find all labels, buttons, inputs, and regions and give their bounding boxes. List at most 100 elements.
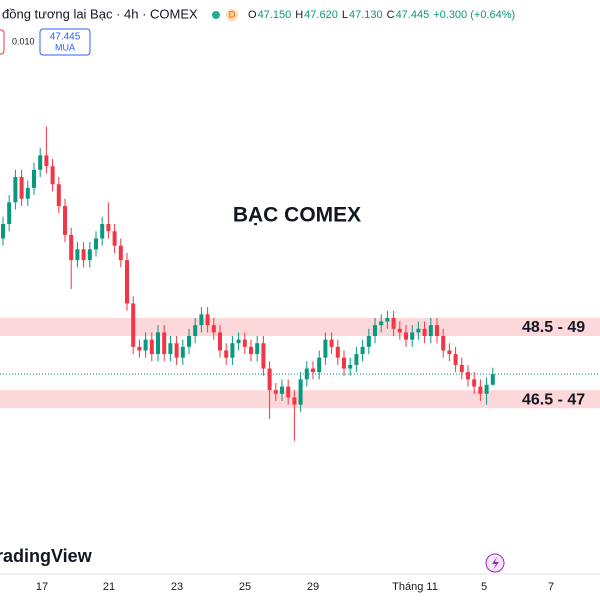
candle-body	[180, 346, 185, 358]
candle-body	[311, 368, 315, 373]
ohlc-key: C	[387, 9, 395, 21]
candle-body	[292, 397, 297, 405]
candle-body	[13, 177, 18, 203]
x-tick-label: 29	[307, 581, 319, 593]
candle-body	[87, 249, 92, 261]
candle-body	[81, 249, 86, 261]
candle-body	[261, 343, 266, 369]
candle-body	[441, 336, 446, 351]
buy-button[interactable]	[39, 28, 91, 56]
candle-body	[428, 325, 433, 336]
candle-body	[7, 202, 12, 224]
candle-body	[397, 328, 402, 333]
candle-body	[224, 350, 229, 358]
buy-price: 47.445	[50, 32, 81, 43]
candle-body	[410, 332, 415, 340]
x-tick-label: 23	[171, 581, 183, 593]
candle-body	[348, 364, 353, 369]
candle-body	[484, 384, 489, 394]
candle-body	[342, 357, 346, 369]
candle-body	[137, 346, 142, 351]
zone-label: 48.5 - 49	[522, 319, 585, 336]
candle-body	[255, 343, 260, 355]
candle-body	[435, 325, 439, 336]
candle-body	[69, 234, 74, 261]
candle-body	[125, 260, 129, 304]
candle-body	[75, 249, 80, 261]
candle-body	[360, 346, 365, 355]
candle-body	[118, 245, 123, 261]
candle-body	[100, 224, 105, 239]
candle-body	[385, 317, 390, 322]
candle-body	[366, 336, 371, 347]
candle-body	[466, 372, 470, 380]
candle-body	[286, 386, 291, 398]
change: +0.300 (+0.64%)	[433, 9, 515, 21]
candle-body	[230, 343, 235, 358]
x-tick-label: 17	[36, 581, 48, 593]
sell-button[interactable]	[0, 29, 5, 55]
candle-body	[459, 364, 464, 373]
logo: TradingView	[0, 546, 93, 566]
time-axis: 17 21 23 25 29 Tháng 11 5 7	[36, 581, 554, 593]
candle-body	[199, 314, 204, 326]
candle-body	[38, 155, 43, 170]
spread: 0.010	[12, 36, 35, 46]
candle-body	[329, 339, 334, 347]
candle-body	[218, 332, 222, 351]
candle-body	[19, 177, 24, 199]
candle-body	[422, 328, 427, 336]
candle-body	[193, 325, 198, 336]
candle-body	[211, 325, 216, 333]
candle-body	[249, 346, 253, 355]
candle-body	[317, 357, 322, 373]
ohlc-key: O	[248, 9, 257, 21]
candle-body	[162, 332, 167, 355]
candle-body	[490, 374, 495, 385]
candle-body	[335, 346, 340, 358]
ohlc-value: 47.150	[258, 9, 292, 21]
ohlc-key: L	[342, 9, 348, 21]
candle-body	[50, 166, 55, 185]
candle-body	[236, 339, 241, 344]
candle-body	[273, 390, 278, 394]
candle-body	[25, 187, 30, 199]
symbol-title: đồng tương lai Bạc · 4h · COMEX	[2, 6, 198, 21]
candle-body	[404, 332, 408, 340]
x-tick-label: 25	[239, 581, 251, 593]
candle-body	[63, 205, 67, 235]
candle-body	[149, 339, 154, 355]
candle-body	[478, 386, 483, 394]
candle-body	[304, 368, 309, 380]
candle-body	[447, 350, 452, 355]
candle-body	[267, 368, 272, 391]
candle-body	[44, 155, 49, 167]
zone-label: 46.5 - 47	[522, 391, 585, 408]
plot-area: 48.5 - 49 46.5 - 47	[0, 126, 600, 441]
x-tick-label: 5	[481, 581, 487, 593]
candle-body	[156, 332, 160, 355]
ohlc-value: 47.445	[396, 9, 430, 21]
market-status	[212, 11, 220, 19]
candle-body	[453, 354, 458, 365]
x-tick-label: Tháng 11	[392, 581, 438, 593]
candle-body	[416, 328, 421, 333]
candle-body	[379, 321, 384, 326]
candle-body	[174, 343, 179, 358]
candle-body	[323, 339, 328, 358]
candle-body	[94, 238, 98, 250]
candle-body	[32, 169, 36, 188]
candle-body	[56, 184, 61, 206]
candle-body	[143, 339, 148, 351]
ohlc-value: 47.130	[349, 9, 383, 21]
lightning-icon	[492, 557, 499, 570]
candle-body	[373, 325, 377, 336]
candle-body	[131, 303, 136, 347]
ohlc-value: 47.620	[304, 9, 338, 21]
candle-body	[354, 354, 359, 365]
candle-body	[1, 224, 5, 239]
candle-body	[242, 339, 247, 347]
ohlc-key: H	[295, 9, 303, 21]
